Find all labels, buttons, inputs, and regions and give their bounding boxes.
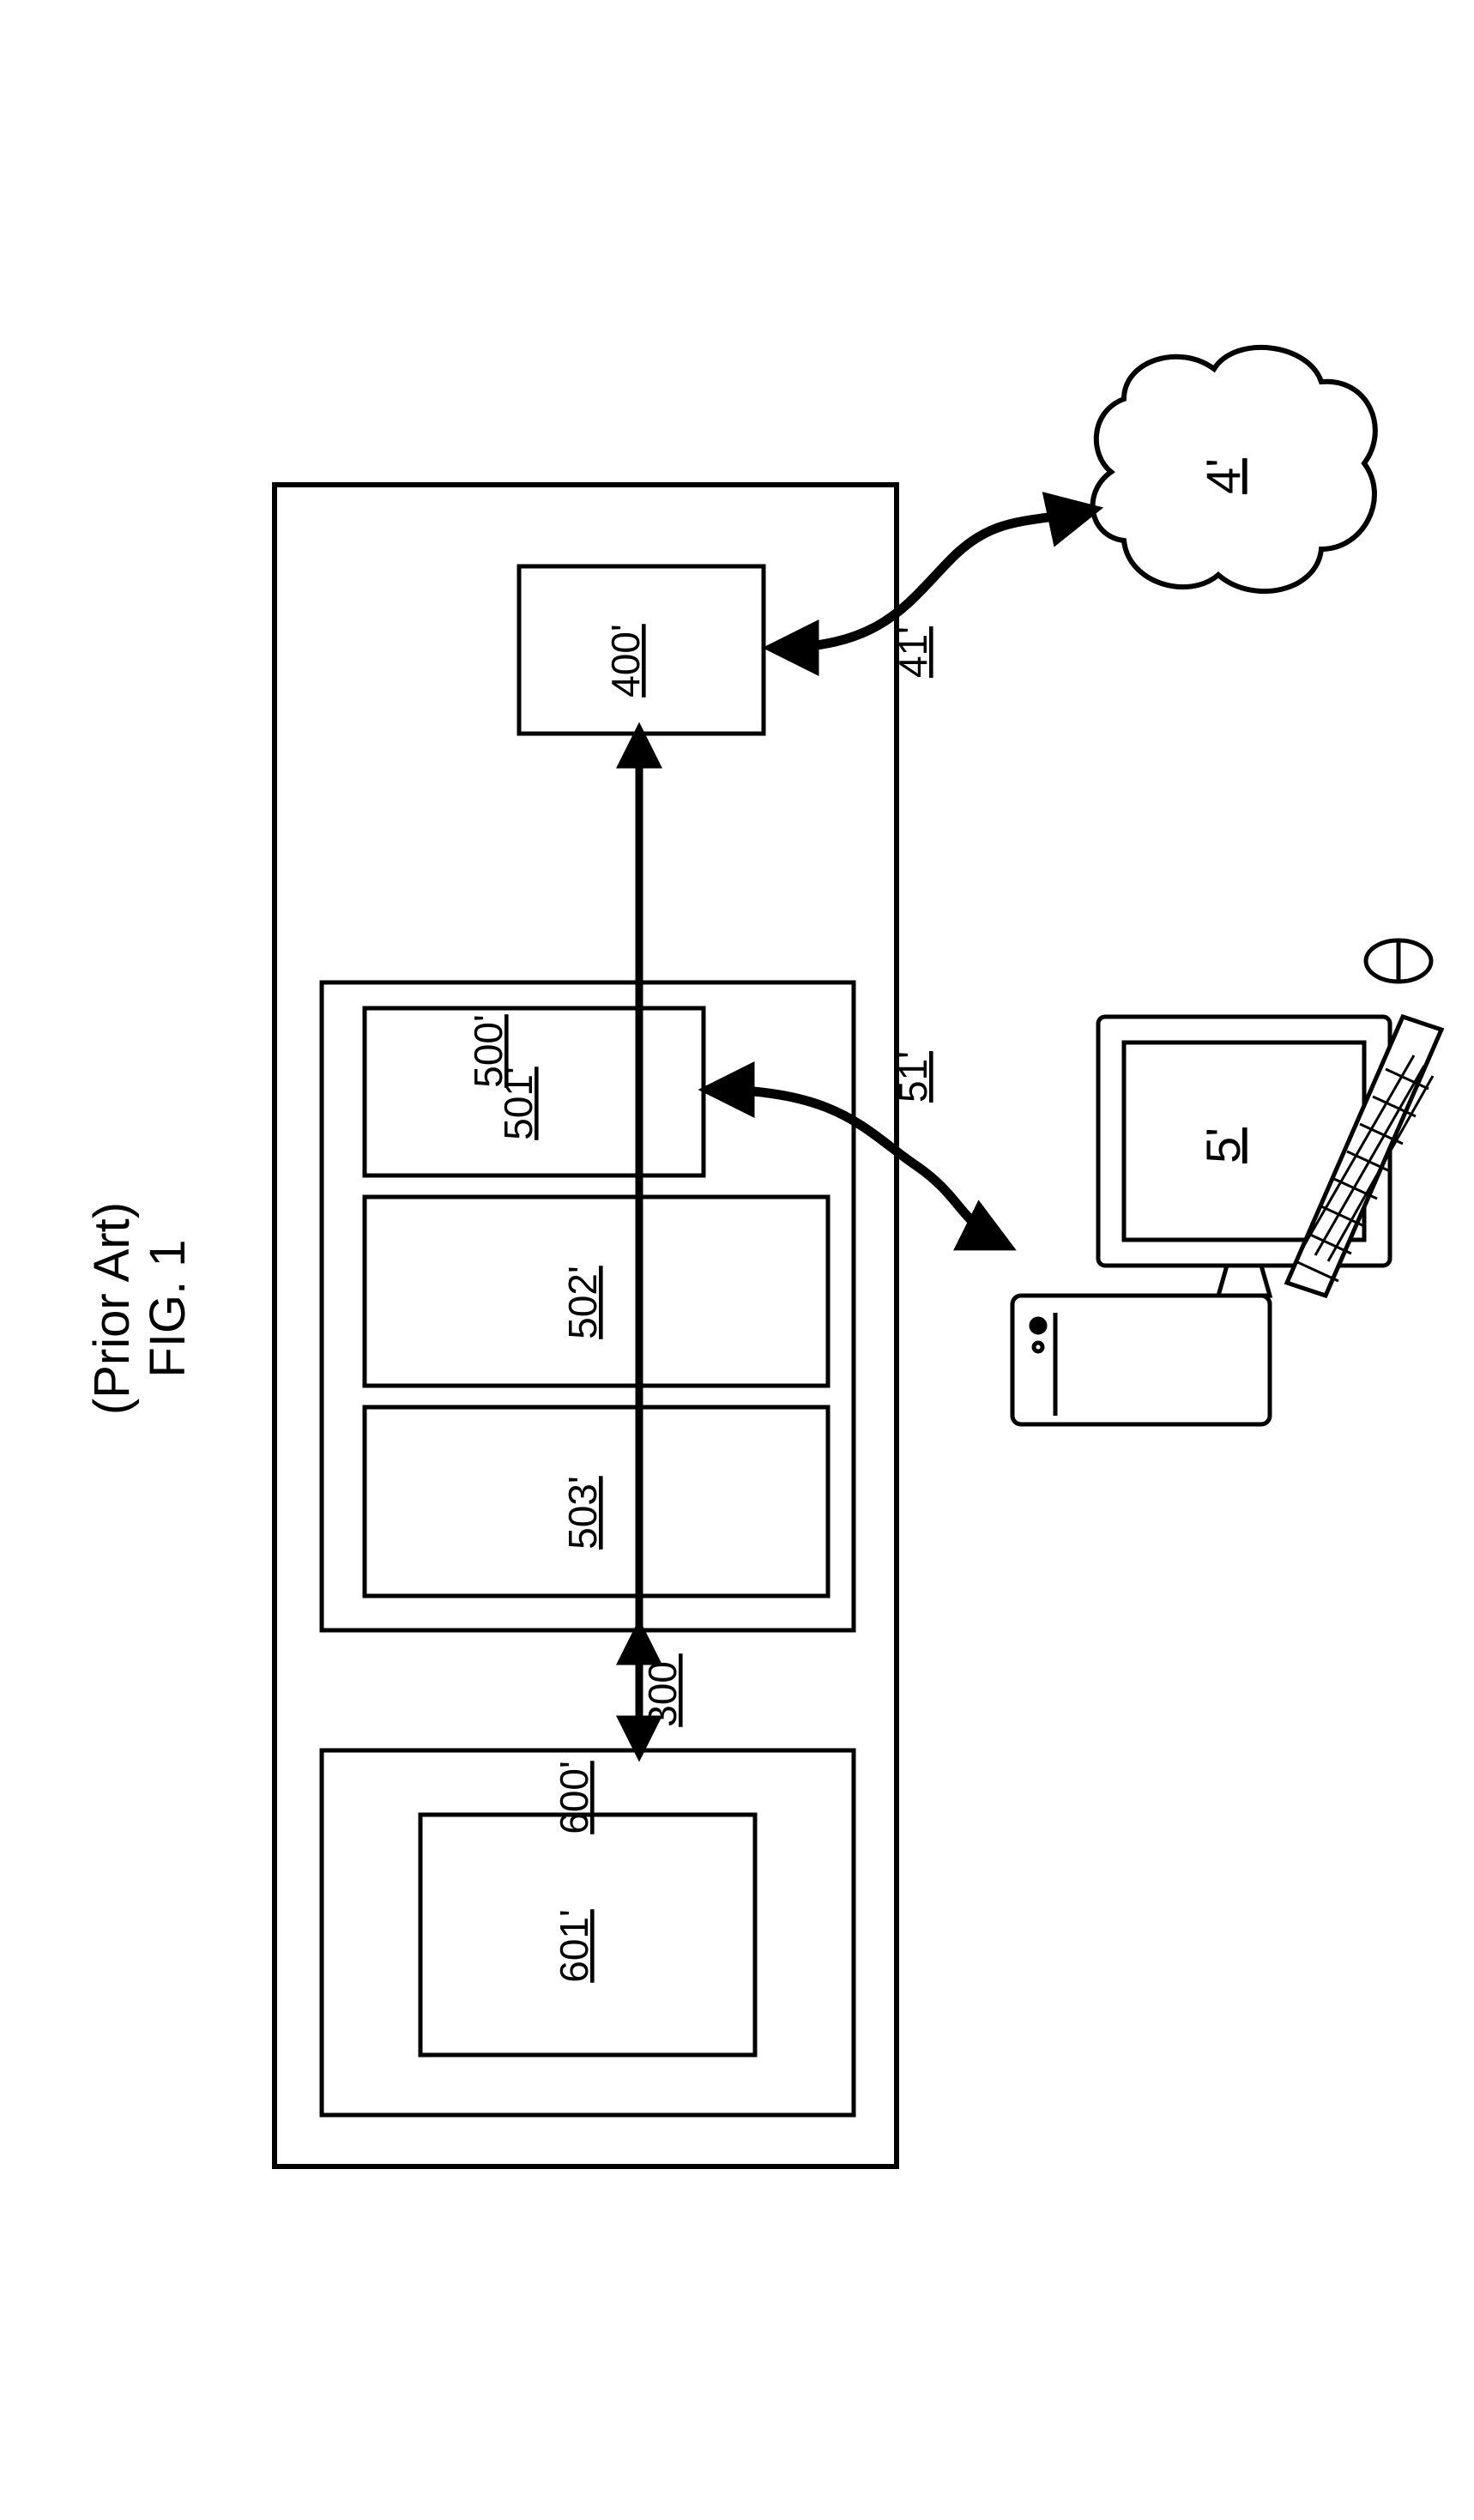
label-41: 41' bbox=[891, 626, 935, 678]
label-400: 400' bbox=[603, 624, 648, 698]
arrow-51 bbox=[712, 1090, 1004, 1244]
computer-5 bbox=[1012, 940, 1441, 1424]
label-51: 51' bbox=[891, 1051, 935, 1103]
diagram-canvas: 600' 601' 500' 503' 502' 501' 400' 300' … bbox=[0, 0, 1474, 2520]
label-501: 501' bbox=[496, 1067, 541, 1140]
label-300: 300' bbox=[640, 1653, 685, 1727]
fig-caption-2: (Prior Art) bbox=[84, 1202, 140, 1415]
label-computer: 5' bbox=[1196, 1127, 1250, 1163]
label-600: 600' bbox=[552, 1761, 596, 1834]
label-503: 503' bbox=[560, 1476, 605, 1550]
label-502: 502' bbox=[560, 1266, 605, 1339]
fig-caption-1: FIG. 1 bbox=[140, 1239, 196, 1377]
label-cloud: 4' bbox=[1196, 458, 1250, 494]
label-601: 601' bbox=[552, 1909, 596, 1983]
